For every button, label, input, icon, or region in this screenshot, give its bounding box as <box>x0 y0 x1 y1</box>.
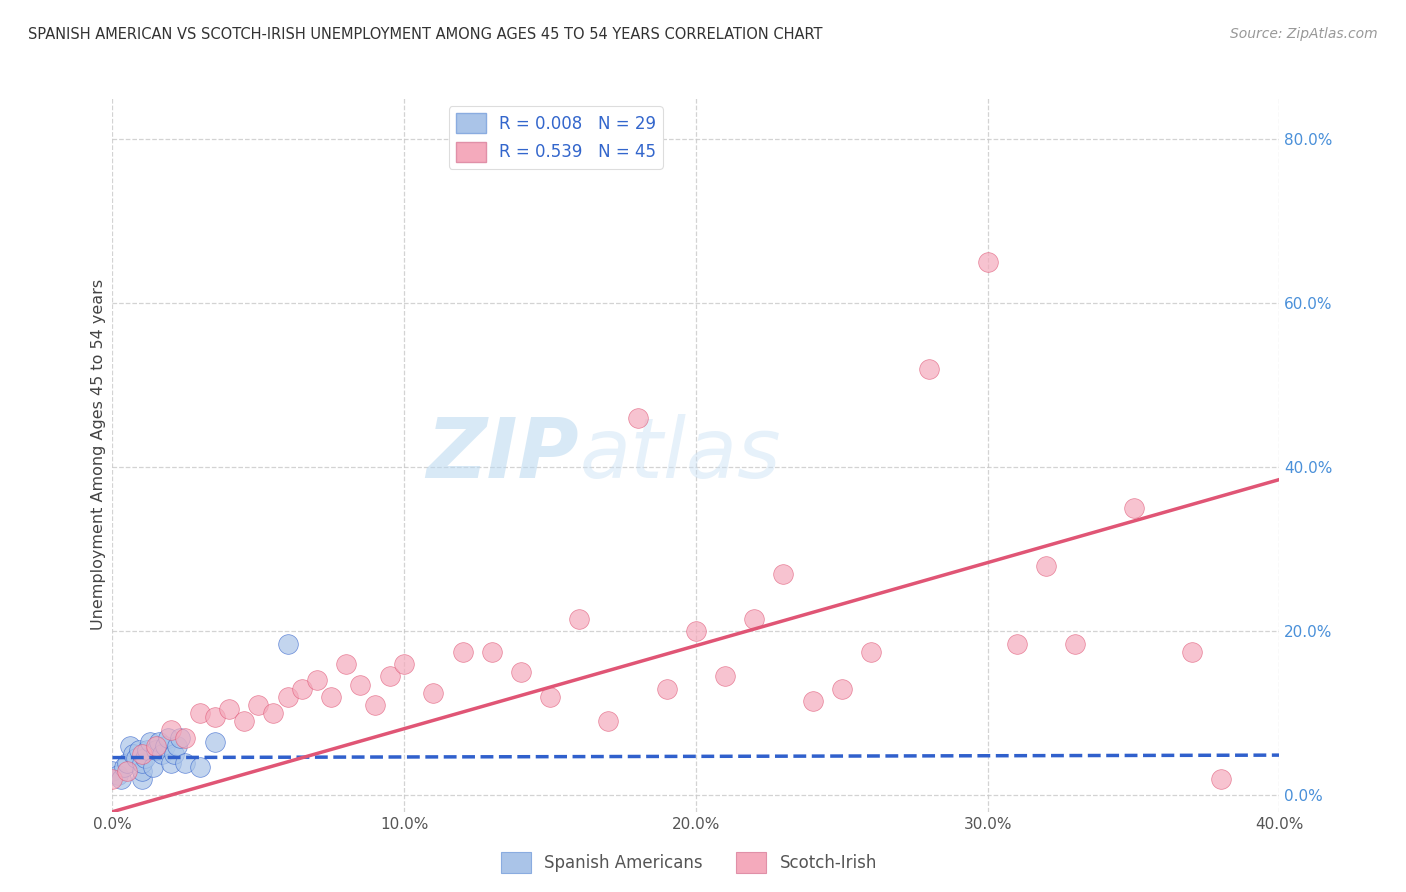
Point <box>364 698 387 712</box>
Legend: Spanish Americans, Scotch-Irish: Spanish Americans, Scotch-Irish <box>495 846 883 880</box>
Text: Source: ZipAtlas.com: Source: ZipAtlas.com <box>1230 27 1378 41</box>
Point <box>150 747 173 762</box>
Point <box>1209 772 1232 786</box>
Point <box>107 768 129 782</box>
Point <box>131 756 153 770</box>
Point <box>128 743 150 757</box>
Legend: R = 0.008   N = 29, R = 0.539   N = 45: R = 0.008 N = 29, R = 0.539 N = 45 <box>449 106 662 169</box>
Point <box>142 759 165 773</box>
Point <box>148 735 170 749</box>
Point <box>831 681 853 696</box>
Point <box>451 645 474 659</box>
Point <box>538 690 561 704</box>
Point <box>685 624 707 639</box>
Point <box>262 706 284 721</box>
Point <box>145 743 167 757</box>
Point <box>655 681 678 696</box>
Point <box>122 747 145 762</box>
Text: SPANISH AMERICAN VS SCOTCH-IRISH UNEMPLOYMENT AMONG AGES 45 TO 54 YEARS CORRELAT: SPANISH AMERICAN VS SCOTCH-IRISH UNEMPLO… <box>28 27 823 42</box>
Text: atlas: atlas <box>579 415 780 495</box>
Point <box>160 756 183 770</box>
Point <box>174 731 197 745</box>
Point <box>101 764 124 778</box>
Point <box>598 714 620 729</box>
Point <box>626 411 648 425</box>
Point <box>305 673 328 688</box>
Point <box>859 645 883 659</box>
Point <box>156 731 179 745</box>
Point <box>118 739 141 753</box>
Point <box>169 731 191 745</box>
Text: ZIP: ZIP <box>426 415 579 495</box>
Point <box>188 706 211 721</box>
Point <box>276 690 298 704</box>
Point <box>232 714 254 729</box>
Point <box>188 759 211 773</box>
Point <box>131 747 153 762</box>
Point <box>115 764 138 778</box>
Point <box>115 756 138 770</box>
Point <box>714 669 737 683</box>
Point <box>204 710 226 724</box>
Point <box>247 698 270 712</box>
Point <box>166 739 188 753</box>
Point <box>101 772 124 786</box>
Point <box>335 657 357 671</box>
Point <box>772 566 794 581</box>
Point <box>1005 636 1028 650</box>
Point <box>276 636 298 650</box>
Point <box>145 739 167 753</box>
Point <box>134 751 156 765</box>
Y-axis label: Unemployment Among Ages 45 to 54 years: Unemployment Among Ages 45 to 54 years <box>91 279 105 631</box>
Point <box>139 735 162 749</box>
Point <box>136 743 159 757</box>
Point <box>509 665 531 680</box>
Point <box>131 772 153 786</box>
Point <box>321 690 343 704</box>
Point <box>163 747 186 762</box>
Point <box>1064 636 1087 650</box>
Point <box>1035 558 1057 573</box>
Point <box>291 681 314 696</box>
Point <box>378 669 401 683</box>
Point <box>160 723 183 737</box>
Point <box>131 764 153 778</box>
Point <box>349 677 371 691</box>
Point <box>918 361 941 376</box>
Point <box>1181 645 1204 659</box>
Point <box>976 255 998 269</box>
Point <box>392 657 416 671</box>
Point <box>801 694 824 708</box>
Point <box>568 612 591 626</box>
Point <box>153 739 176 753</box>
Point <box>1122 501 1144 516</box>
Point <box>110 772 132 786</box>
Point <box>204 735 226 749</box>
Point <box>218 702 240 716</box>
Point <box>174 756 197 770</box>
Point <box>125 751 148 765</box>
Point <box>481 645 503 659</box>
Point <box>422 686 444 700</box>
Point <box>112 759 135 773</box>
Point <box>742 612 765 626</box>
